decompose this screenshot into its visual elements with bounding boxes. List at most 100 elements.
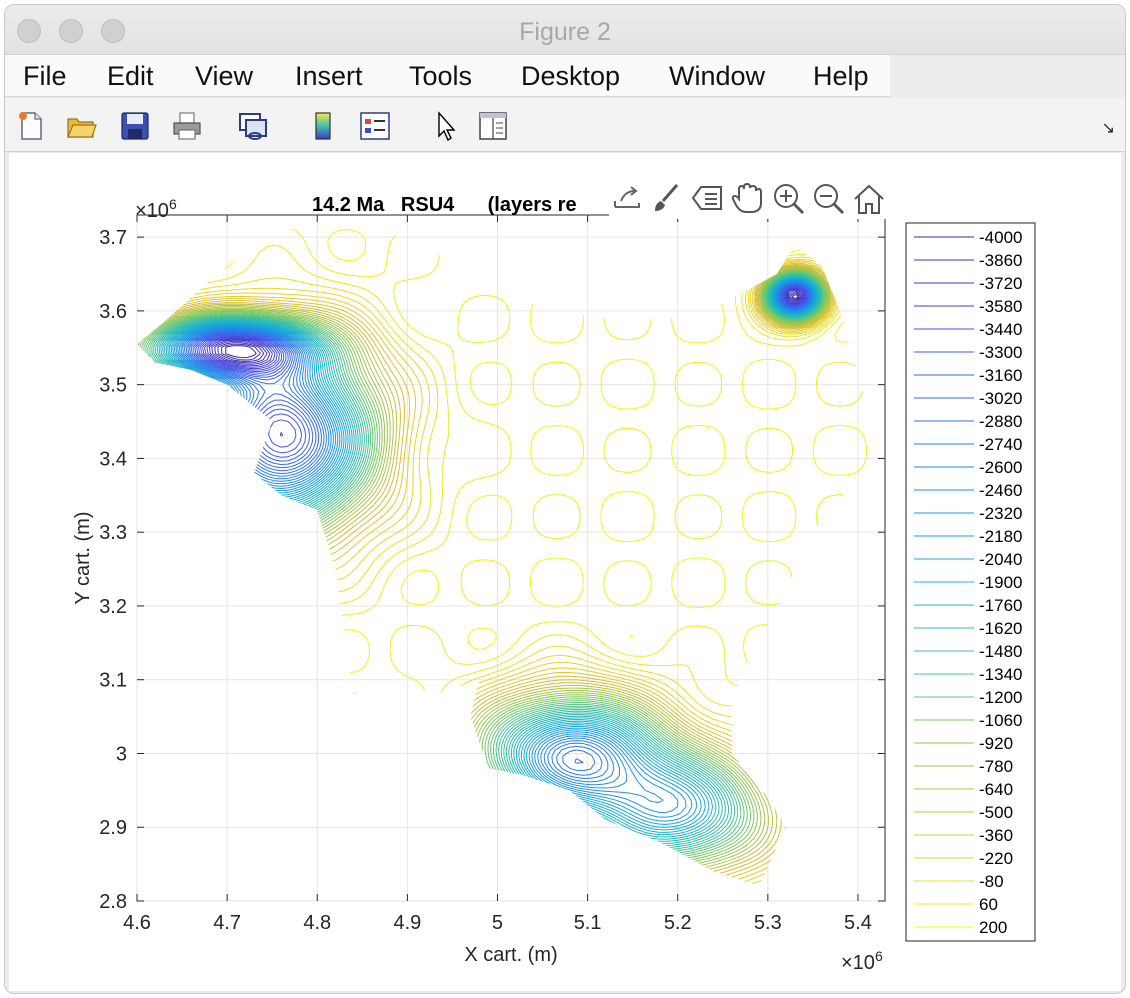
- legend-entry-label: -3860: [979, 251, 1022, 270]
- legend-entry-label: -1480: [979, 642, 1022, 661]
- x-tick-label: 5.1: [574, 912, 602, 934]
- legend-entry-label: -2460: [979, 481, 1022, 500]
- y-tick-label: 3.1: [99, 670, 127, 692]
- legend-entry-label: -1620: [979, 619, 1022, 638]
- menu-edit[interactable]: Edit: [107, 61, 154, 91]
- y-tick-label: 3.2: [99, 596, 127, 618]
- legend-entry-label: -3020: [979, 389, 1022, 408]
- legend-entry-label: -640: [979, 780, 1013, 799]
- home-icon[interactable]: [854, 184, 884, 214]
- edit-plot-pointer-icon[interactable]: [431, 110, 463, 142]
- contour-level-line: [206, 288, 805, 368]
- contour-level-line: [202, 286, 807, 437]
- title-bar: Figure 2: [5, 5, 1125, 55]
- legend-entry-label: -1340: [979, 665, 1022, 684]
- legend-entry-label: -3300: [979, 343, 1022, 362]
- legend-entry-label: -2880: [979, 412, 1022, 431]
- collapse-toolbar-icon[interactable]: ↘: [1101, 120, 1115, 137]
- legend-entry-label: -1900: [979, 573, 1022, 592]
- y-tick-label: 3.3: [99, 522, 127, 544]
- menu-insert[interactable]: Insert: [295, 61, 363, 91]
- x-tick-label: 5.3: [754, 912, 782, 934]
- menu-help[interactable]: Help: [813, 61, 869, 91]
- legend-icon[interactable]: [359, 110, 391, 142]
- y-exponent-label: ×106: [135, 196, 177, 222]
- menu-file[interactable]: File: [23, 61, 67, 91]
- menu-bar: File Edit View Insert Tools Desktop Wind…: [5, 55, 890, 97]
- chart-title: 14.2 Ma RSU4 (layers re: [312, 194, 577, 216]
- window-title: Figure 2: [519, 18, 611, 46]
- minimize-window-button[interactable]: [59, 19, 83, 43]
- contour-level-line: [214, 289, 803, 364]
- y-tick-label: 3.7: [99, 227, 127, 249]
- legend-entry-label: -500: [979, 803, 1013, 822]
- pan-hand-icon[interactable]: [731, 182, 762, 213]
- menu-tools[interactable]: Tools: [409, 61, 473, 91]
- x-tick-label: 4.8: [303, 912, 331, 934]
- legend-entry-label: -3720: [979, 274, 1022, 293]
- x-tick-label: 4.6: [123, 912, 151, 934]
- x-axis-label: X cart. (m): [464, 944, 557, 966]
- y-axis-label: Y cart. (m): [72, 512, 94, 605]
- y-tick-label: 3.6: [99, 301, 127, 323]
- contour-level-line: [188, 283, 811, 764]
- data-tips-icon[interactable]: [691, 186, 722, 210]
- link-plot-icon[interactable]: [237, 110, 269, 142]
- colorbar-icon[interactable]: [307, 110, 339, 142]
- legend-entry-label: -1060: [979, 711, 1022, 730]
- legend-entry-label: -3160: [979, 366, 1022, 385]
- menu-desktop[interactable]: Desktop: [521, 61, 621, 91]
- contour-level-line: [211, 289, 804, 365]
- legend-entry-label: -220: [979, 849, 1013, 868]
- contour-level-line: [217, 290, 802, 362]
- save-icon[interactable]: [119, 110, 151, 142]
- legend-entry-label: -3580: [979, 297, 1022, 316]
- maximize-window-button[interactable]: [101, 19, 125, 43]
- export-icon[interactable]: [614, 186, 640, 208]
- y-tick-label: 2.8: [99, 891, 127, 913]
- y-tick-label: 3.4: [99, 448, 127, 470]
- x-tick-label: 4.7: [213, 912, 241, 934]
- figure-canvas: 4.6 4.7 4.8 4.9 5 5.1 5.2 5.3 5.4 2.8 2.9 3 3.1 3.2 3.…: [9, 153, 1121, 991]
- menu-view[interactable]: View: [195, 61, 254, 91]
- print-icon[interactable]: [171, 110, 203, 142]
- x-tick-label: 5.2: [664, 912, 692, 934]
- legend-entry-label: -780: [979, 757, 1013, 776]
- legend-entry-label: -2600: [979, 458, 1022, 477]
- legend-entry-label: -80: [979, 872, 1004, 891]
- figure-window: Figure 2 File Edit View Insert Tools Des…: [4, 4, 1126, 994]
- new-figure-icon[interactable]: [15, 110, 47, 142]
- legend-entry-label: -2180: [979, 527, 1022, 546]
- zoom-out-icon[interactable]: [814, 184, 845, 215]
- open-file-icon[interactable]: [65, 110, 97, 142]
- close-window-button[interactable]: [17, 19, 41, 43]
- y-tick-label: 2.9: [99, 817, 127, 839]
- x-tick-label: 4.9: [393, 912, 421, 934]
- contour-level-line: [200, 286, 807, 448]
- legend-entry-label: -2040: [979, 550, 1022, 569]
- x-tick-label: 5.4: [844, 912, 872, 934]
- y-tick-label: 3.5: [99, 375, 127, 397]
- contour-level-line: [225, 293, 799, 359]
- contour-level-line: [167, 277, 818, 831]
- x-exponent-label: ×106: [841, 948, 883, 974]
- zoom-in-icon[interactable]: [774, 184, 805, 215]
- legend-entry-label: -2740: [979, 435, 1022, 454]
- figure-toolbar: ↘: [5, 98, 1125, 152]
- legend-entry-label: -360: [979, 826, 1013, 845]
- y-tick-label: 3: [116, 743, 127, 765]
- property-inspector-icon[interactable]: [477, 110, 509, 142]
- legend: -4000 -3860 -3720 -3580 -3440 -3300 -3160 -3020…: [905, 222, 1036, 942]
- x-tick-label: 5: [492, 912, 503, 934]
- contour-level-line: [162, 276, 820, 838]
- axes-toolbar: [609, 179, 889, 219]
- legend-entry-label: -1760: [979, 596, 1022, 615]
- contour-level-line: [194, 284, 809, 462]
- legend-entry-label: -3440: [979, 320, 1022, 339]
- legend-entry-label: -2320: [979, 504, 1022, 523]
- legend-entry-label: -920: [979, 734, 1013, 753]
- axis-ticks: 4.6 4.7 4.8 4.9 5 5.1 5.2 5.3 5.4 2.8 2.9 3 3.1 3.2 3.…: [99, 215, 885, 934]
- menu-window[interactable]: Window: [669, 61, 766, 91]
- brush-icon[interactable]: [655, 184, 679, 211]
- legend-entry-label: 200: [979, 918, 1007, 937]
